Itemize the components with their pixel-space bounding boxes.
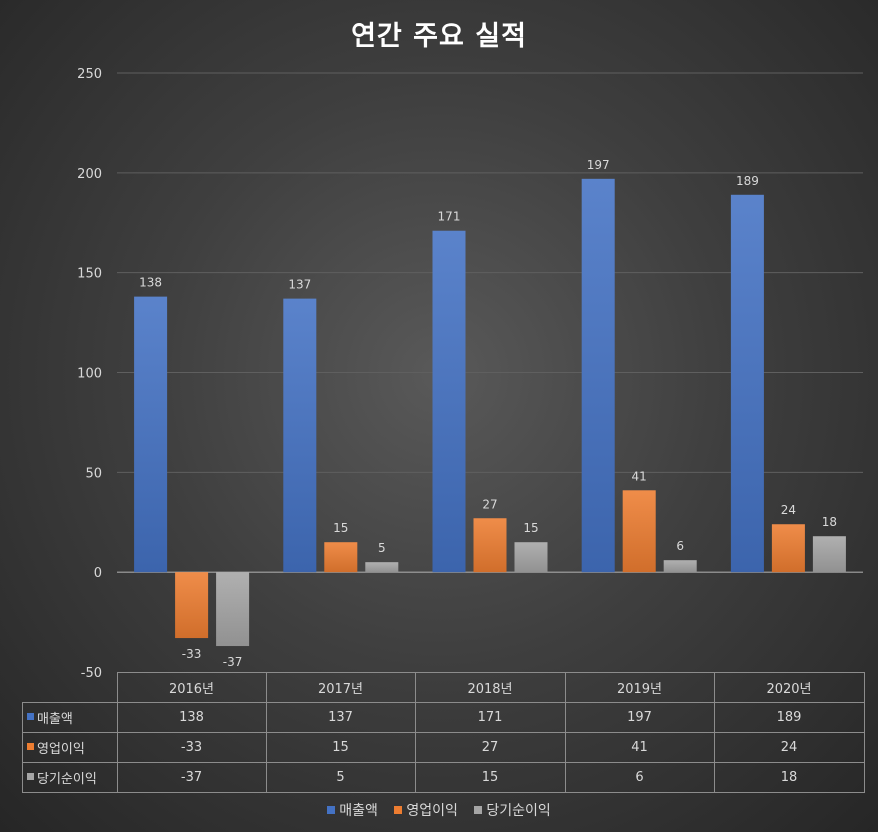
legend-swatch [474, 806, 483, 814]
data-label: 24 [781, 503, 796, 517]
bar-shade [730, 194, 764, 573]
bar-shade [432, 230, 466, 573]
bar-shade [175, 572, 209, 639]
series-name: 당기순이익 [37, 772, 97, 787]
table-cell: 5 [265, 762, 416, 793]
table-cell: -33 [116, 732, 267, 763]
data-label: 171 [438, 210, 461, 224]
table-cell: 15 [414, 762, 566, 793]
table-cell: 27 [414, 732, 566, 763]
legend-item: 영업이익 [394, 800, 458, 820]
table-row: 매출액 138 137 171 197 189 [22, 702, 865, 733]
table-cell: 197 [564, 702, 715, 733]
data-label: 6 [676, 539, 684, 553]
table-cell: 18 [713, 762, 865, 793]
data-label: 41 [632, 469, 647, 483]
data-label: 197 [587, 158, 610, 172]
bar-shade [622, 490, 656, 573]
data-label: 27 [482, 497, 497, 511]
table-col-header: 2018년 [414, 672, 566, 703]
y-tick-label: 0 [94, 566, 102, 581]
table-cell: 137 [265, 702, 416, 733]
legend-item: 당기순이익 [474, 800, 551, 820]
data-label: -33 [182, 647, 202, 661]
legend-label: 당기순이익 [486, 803, 551, 819]
table-col-header: 2019년 [564, 672, 715, 703]
table-cell: 24 [713, 732, 865, 763]
data-label: -37 [223, 655, 243, 669]
table-row-header: 당기순이익 [22, 762, 118, 793]
data-label: 137 [288, 278, 311, 292]
bar-shade [134, 296, 168, 573]
bar-shade [473, 518, 507, 573]
table-cell: 6 [564, 762, 715, 793]
data-label: 15 [333, 521, 348, 535]
bar-shade [514, 542, 548, 573]
bar-shade [324, 542, 358, 573]
series-name: 영업이익 [37, 742, 85, 757]
y-tick-label: 100 [77, 367, 102, 382]
bar-shade [365, 562, 399, 573]
data-table: 2016년 2017년 2018년 2019년 2020년 매출액 138 13… [22, 672, 865, 793]
table-row: 영업이익 -33 15 27 41 24 [22, 732, 865, 763]
table-col-header: 2017년 [265, 672, 416, 703]
legend-swatch [327, 806, 336, 814]
table-row-header: 매출액 [22, 702, 118, 733]
chart-title: 연간 주요 실적 [351, 21, 527, 52]
table-cell: 189 [713, 702, 865, 733]
data-label: 189 [736, 174, 759, 188]
y-tick-label: 250 [77, 67, 102, 82]
bar-shade [663, 560, 697, 573]
table-col-header: 2020년 [713, 672, 865, 703]
bar-shade [581, 178, 615, 573]
table-cell: 15 [265, 732, 416, 763]
table-cell: 171 [414, 702, 566, 733]
table-row: 당기순이익 -37 5 15 6 18 [22, 762, 865, 793]
table-row-header: 영업이익 [22, 732, 118, 763]
y-tick-label: 200 [77, 167, 102, 182]
legend-label: 매출액 [339, 803, 378, 819]
data-label: 138 [139, 276, 162, 290]
legend-label: 영업이익 [406, 803, 458, 819]
series-swatch [27, 743, 34, 750]
table-cell: 138 [116, 702, 267, 733]
bar-shade [216, 572, 250, 647]
table-cell: 41 [564, 732, 715, 763]
bar-shade [283, 298, 317, 573]
series-swatch [27, 713, 34, 720]
table-cell: -37 [116, 762, 267, 793]
legend-item: 매출액 [327, 800, 378, 820]
legend: 매출액 영업이익 당기순이익 [0, 800, 878, 820]
y-tick-label: 50 [85, 466, 102, 481]
data-label: 15 [523, 521, 538, 535]
table-col-header: 2016년 [116, 672, 267, 703]
table-header-row: 2016년 2017년 2018년 2019년 2020년 [22, 672, 865, 703]
series-swatch [27, 773, 34, 780]
y-tick-label: 150 [77, 267, 102, 282]
data-label: 5 [378, 541, 386, 555]
table-corner [22, 672, 117, 703]
data-label: 18 [822, 515, 837, 529]
series-name: 매출액 [37, 712, 73, 727]
bar-shade [812, 536, 846, 573]
bar-shade [771, 524, 805, 573]
legend-swatch [394, 806, 403, 814]
